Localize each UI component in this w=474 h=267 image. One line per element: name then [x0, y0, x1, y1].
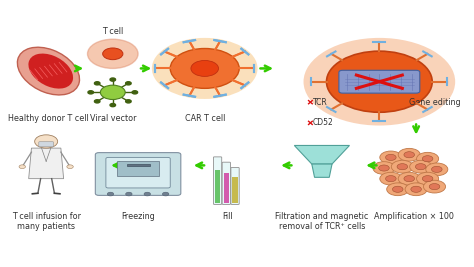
- Circle shape: [152, 38, 257, 99]
- Circle shape: [379, 165, 389, 171]
- Circle shape: [385, 154, 396, 160]
- FancyBboxPatch shape: [39, 142, 54, 147]
- Bar: [224, 174, 229, 203]
- Circle shape: [35, 135, 58, 148]
- Circle shape: [88, 39, 138, 68]
- FancyBboxPatch shape: [339, 70, 420, 93]
- Circle shape: [429, 183, 440, 190]
- Circle shape: [410, 160, 432, 173]
- Text: Gene editing: Gene editing: [409, 99, 461, 107]
- Circle shape: [397, 164, 408, 170]
- Circle shape: [392, 186, 403, 192]
- Circle shape: [405, 183, 427, 196]
- Circle shape: [107, 192, 114, 196]
- Circle shape: [392, 160, 413, 173]
- Circle shape: [94, 82, 100, 85]
- Text: Freezing: Freezing: [121, 212, 155, 221]
- Circle shape: [126, 192, 132, 196]
- FancyBboxPatch shape: [231, 167, 239, 205]
- Circle shape: [422, 156, 433, 162]
- Text: Healthy donor T cell: Healthy donor T cell: [8, 113, 89, 123]
- Circle shape: [422, 176, 433, 182]
- Circle shape: [126, 100, 131, 103]
- Circle shape: [423, 180, 446, 193]
- Circle shape: [163, 192, 169, 196]
- Text: T cell: T cell: [102, 27, 123, 36]
- FancyBboxPatch shape: [95, 153, 181, 195]
- Circle shape: [426, 163, 448, 176]
- Ellipse shape: [28, 54, 73, 89]
- Circle shape: [411, 186, 421, 192]
- Polygon shape: [294, 146, 349, 164]
- Polygon shape: [312, 164, 332, 177]
- Circle shape: [404, 176, 415, 182]
- Circle shape: [191, 60, 219, 76]
- Bar: [232, 177, 238, 203]
- Text: Viral vector: Viral vector: [90, 113, 136, 123]
- Circle shape: [126, 82, 131, 85]
- Bar: [215, 170, 220, 203]
- Text: Amplification × 100: Amplification × 100: [374, 212, 454, 221]
- Text: CAR T cell: CAR T cell: [184, 113, 225, 123]
- Circle shape: [132, 91, 137, 94]
- Circle shape: [110, 104, 116, 107]
- Circle shape: [327, 51, 432, 112]
- Circle shape: [398, 172, 420, 185]
- Circle shape: [144, 192, 150, 196]
- Circle shape: [431, 166, 442, 172]
- Circle shape: [417, 172, 438, 185]
- FancyBboxPatch shape: [106, 158, 170, 188]
- Circle shape: [103, 48, 123, 60]
- Circle shape: [380, 172, 402, 185]
- Circle shape: [385, 176, 396, 182]
- Circle shape: [415, 164, 426, 170]
- Circle shape: [373, 162, 395, 174]
- Circle shape: [398, 148, 420, 161]
- Text: CD52: CD52: [313, 118, 334, 127]
- FancyBboxPatch shape: [213, 157, 222, 205]
- Polygon shape: [29, 148, 64, 179]
- Text: Fill: Fill: [222, 212, 233, 221]
- Bar: [118, 161, 159, 176]
- Text: T cell infusion for
many patients: T cell infusion for many patients: [12, 212, 81, 231]
- Circle shape: [67, 165, 73, 168]
- Circle shape: [417, 152, 438, 165]
- FancyBboxPatch shape: [222, 162, 230, 205]
- Circle shape: [170, 49, 239, 88]
- Circle shape: [303, 38, 455, 125]
- Circle shape: [94, 100, 100, 103]
- Circle shape: [110, 78, 116, 81]
- Text: Filtration and magnetic
removal of TCR⁺ cells: Filtration and magnetic removal of TCR⁺ …: [275, 212, 369, 231]
- Text: TCR: TCR: [313, 98, 328, 107]
- Ellipse shape: [18, 47, 80, 95]
- Bar: [127, 164, 150, 166]
- Circle shape: [387, 183, 409, 196]
- Circle shape: [404, 152, 415, 158]
- Circle shape: [88, 91, 93, 94]
- Circle shape: [100, 85, 125, 100]
- Circle shape: [19, 165, 26, 168]
- Circle shape: [380, 151, 402, 164]
